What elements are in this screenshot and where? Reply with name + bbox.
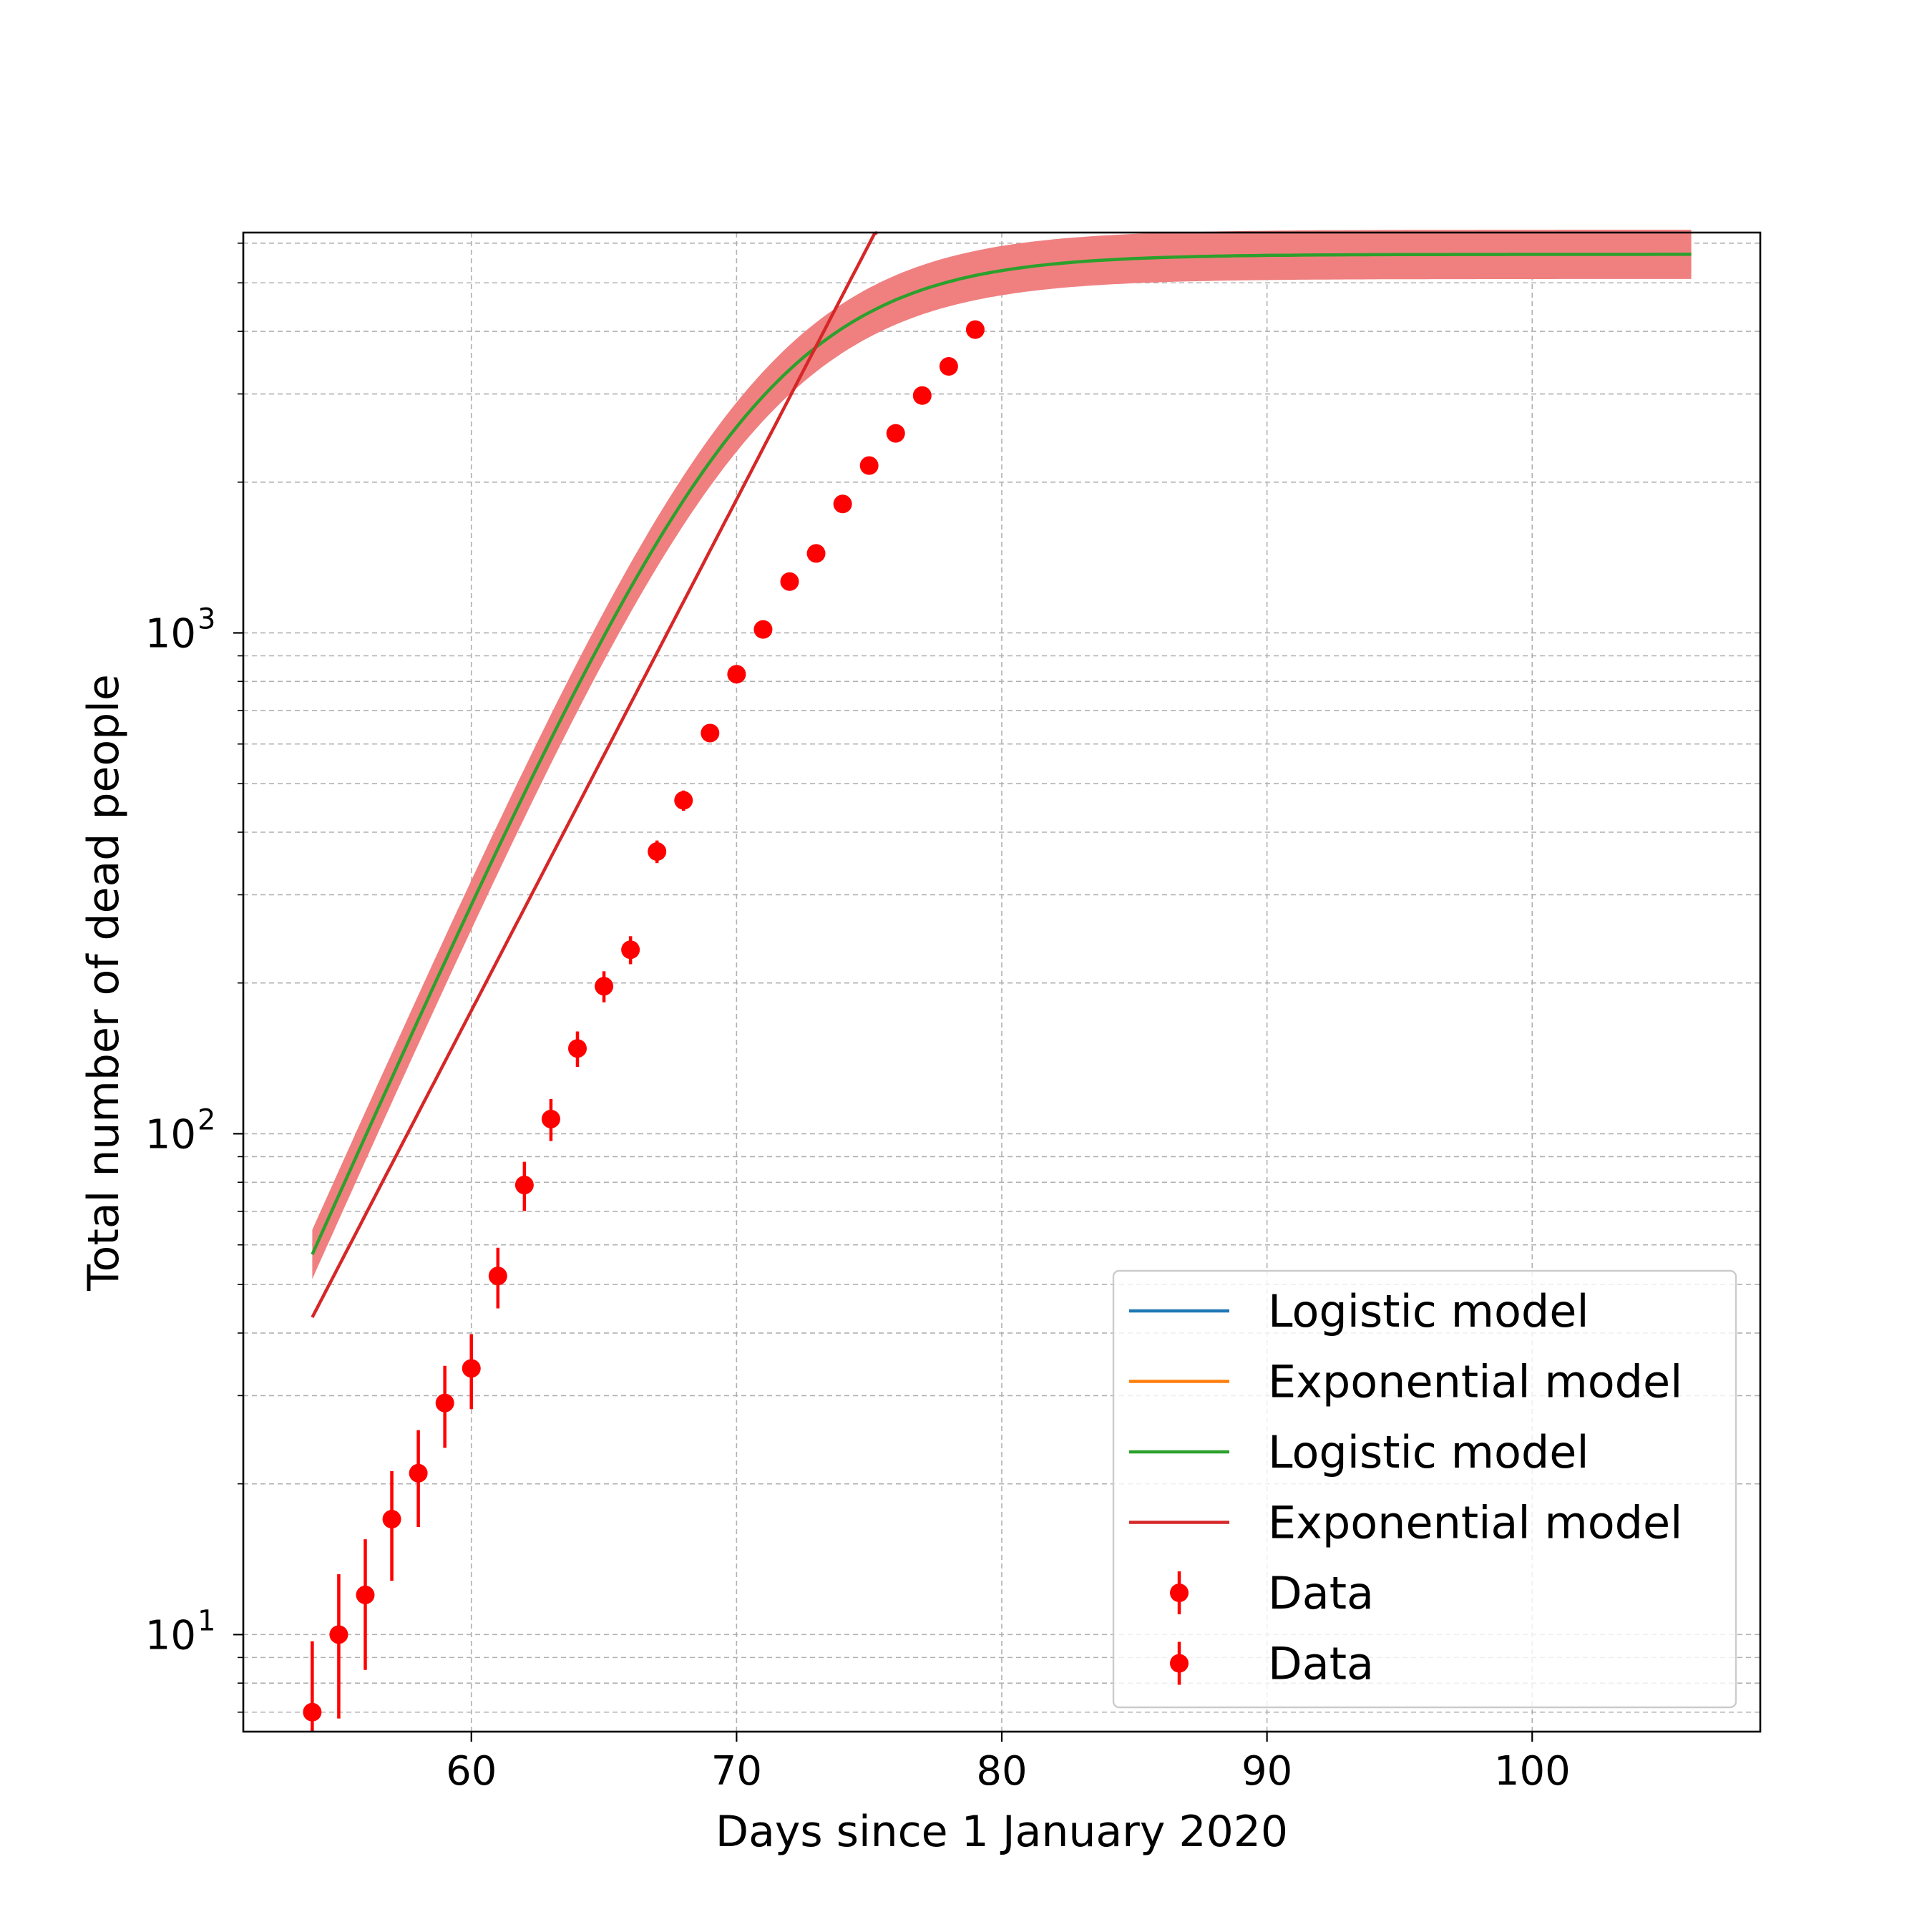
data-point — [514, 1176, 534, 1195]
data-point — [806, 544, 826, 563]
logistic-model-line — [311, 253, 1692, 1256]
data-point — [674, 791, 693, 810]
data-point — [595, 977, 614, 996]
data-point — [965, 320, 985, 339]
x-tick-label: 100 — [1494, 1748, 1571, 1795]
y-axis-label: Total number of dead people — [79, 674, 129, 1292]
y-tick-label-base: 10 — [145, 610, 196, 657]
exponential-model-line — [311, 230, 878, 1319]
data-point — [435, 1393, 454, 1413]
y-tick-label: 10 1 — [145, 1604, 216, 1659]
data-points-layer — [303, 320, 985, 1732]
legend-item: Exponential model — [1129, 1497, 1682, 1549]
legend-box — [1112, 1269, 1737, 1709]
data-point — [488, 1267, 507, 1286]
x-tick-label: 80 — [976, 1748, 1027, 1795]
legend: Logistic model Exponential model Logistic … — [1112, 1269, 1737, 1709]
legend-swatch-marker — [1170, 1654, 1189, 1673]
y-tick-label-exponent: 1 — [197, 1604, 215, 1637]
legend-label: Exponential model — [1268, 1356, 1682, 1408]
data-point — [541, 1109, 560, 1128]
data-point — [648, 842, 667, 862]
legend-label: Logistic model — [1268, 1285, 1589, 1337]
data-point — [886, 424, 905, 443]
legend-item: Logistic model — [1129, 1426, 1589, 1478]
data-point — [859, 456, 879, 475]
legend-item: Exponential model — [1129, 1356, 1682, 1408]
y-tick-label-exponent: 3 — [197, 603, 215, 635]
legend-item: Data — [1170, 1638, 1374, 1690]
data-point — [356, 1585, 375, 1604]
y-tick-label-exponent: 2 — [197, 1103, 215, 1136]
data-point — [621, 940, 640, 960]
data-point — [462, 1359, 481, 1378]
x-tick-label: 70 — [711, 1748, 762, 1795]
data-point — [329, 1625, 348, 1644]
data-point — [303, 1702, 322, 1722]
data-point — [567, 1039, 587, 1058]
data-point — [939, 357, 958, 376]
model-lines-layer — [311, 230, 1692, 1319]
legend-item: Data — [1170, 1567, 1374, 1619]
legend-swatch-marker — [1170, 1584, 1189, 1602]
y-tick-label-base: 10 — [145, 1111, 196, 1158]
data-point — [701, 723, 720, 743]
legend-item: Logistic model — [1129, 1285, 1589, 1337]
x-axis-label: Days since 1 January 2020 — [716, 1807, 1288, 1857]
x-tick-label: 60 — [446, 1748, 497, 1795]
data-point — [753, 620, 773, 639]
legend-label: Data — [1268, 1567, 1374, 1619]
data-point — [409, 1463, 428, 1483]
data-point — [780, 572, 799, 591]
y-tick-label: 10 3 — [145, 603, 216, 657]
data-point — [382, 1510, 401, 1529]
legend-label: Data — [1268, 1638, 1374, 1690]
data-point — [912, 386, 932, 405]
legend-label: Logistic model — [1268, 1426, 1589, 1478]
x-tick-label: 90 — [1241, 1748, 1292, 1795]
data-point — [727, 665, 746, 684]
legend-label: Exponential model — [1268, 1497, 1682, 1549]
data-point — [833, 494, 852, 514]
y-tick-label-base: 10 — [145, 1612, 196, 1659]
y-tick-label: 10 2 — [145, 1103, 216, 1158]
